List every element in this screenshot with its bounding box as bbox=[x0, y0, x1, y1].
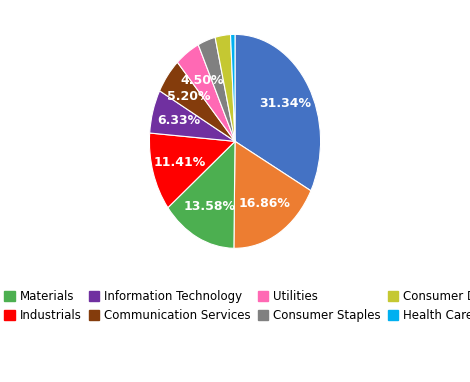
Text: 4.50%: 4.50% bbox=[181, 74, 224, 87]
Text: 16.86%: 16.86% bbox=[239, 197, 291, 210]
Text: 31.34%: 31.34% bbox=[259, 97, 311, 110]
Wedge shape bbox=[198, 37, 235, 141]
Wedge shape bbox=[235, 34, 321, 191]
Text: 11.41%: 11.41% bbox=[153, 156, 205, 169]
Wedge shape bbox=[177, 45, 235, 141]
Wedge shape bbox=[168, 141, 235, 248]
Wedge shape bbox=[149, 91, 235, 141]
Wedge shape bbox=[160, 62, 235, 141]
Text: 5.20%: 5.20% bbox=[167, 90, 211, 103]
Wedge shape bbox=[230, 34, 235, 141]
Text: 13.58%: 13.58% bbox=[183, 200, 235, 213]
Wedge shape bbox=[234, 141, 311, 248]
Wedge shape bbox=[149, 133, 235, 208]
Wedge shape bbox=[215, 34, 235, 141]
Text: 6.33%: 6.33% bbox=[157, 114, 201, 127]
Legend: Financials, Energy, Materials, Industrials, Information Technology, Communicatio: Financials, Energy, Materials, Industria… bbox=[0, 286, 470, 325]
